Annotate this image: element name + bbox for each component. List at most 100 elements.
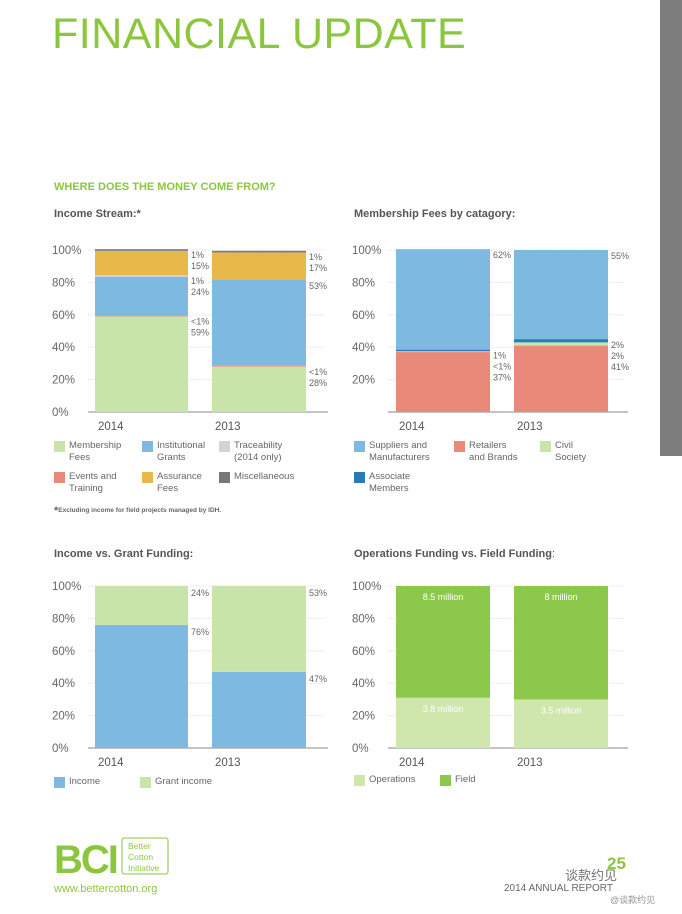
- data-label: 53%: [309, 588, 327, 598]
- legend-label: Miscellaneous: [234, 471, 295, 482]
- bar-segment: [396, 351, 490, 353]
- logo-line2: Cotton: [128, 852, 153, 862]
- bar-segment: [514, 342, 608, 346]
- website-link[interactable]: www.bettercotton.org: [54, 883, 158, 895]
- section-heading: WHERE DOES THE MONEY COME FROM?: [54, 181, 276, 193]
- legend-swatch: [54, 472, 65, 483]
- bar-segment: [514, 345, 608, 412]
- legend-swatch: [54, 777, 65, 788]
- legend-label: Associate Members: [369, 471, 411, 494]
- data-label: 8.5 million: [423, 592, 464, 602]
- operations-vs-field-legend: Operations Field: [354, 774, 644, 794]
- bar-segment: [514, 339, 608, 343]
- bar-segment: [396, 352, 490, 412]
- legend-label: Operations: [369, 774, 416, 785]
- y-tick-label: 80%: [352, 613, 375, 625]
- page-title: FINANCIAL UPDATE: [52, 10, 467, 58]
- legend-swatch: [440, 775, 451, 786]
- bar-segment: [95, 249, 188, 251]
- data-label: 53%: [309, 281, 327, 291]
- data-label: 1%: [191, 276, 204, 286]
- legend-label: Assurance Fees: [157, 471, 202, 494]
- income-vs-grant-chart: 0% 20% 40% 60% 80% 100% 76% 24% 2014 47% 53% 2013: [52, 581, 328, 769]
- data-label: 62%: [493, 250, 511, 260]
- bar-segment: [212, 252, 306, 280]
- bar-segment: [95, 316, 188, 412]
- legend-swatch: [219, 472, 230, 483]
- bar-segment: [95, 250, 188, 276]
- y-tick-label: 100%: [52, 581, 81, 593]
- legend-swatch: [354, 472, 365, 483]
- legend-label: Field: [455, 774, 476, 785]
- footnote: *Excluding income for field projects man…: [54, 505, 221, 517]
- y-tick-label: 0%: [52, 743, 69, 755]
- report-label: 2014 ANNUAL REPORT: [504, 883, 613, 894]
- y-tick-label: 20%: [52, 375, 75, 387]
- legend-swatch: [142, 472, 153, 483]
- x-tick-label: 2014: [98, 421, 124, 433]
- legend-swatch: [354, 441, 365, 452]
- data-label: 15%: [191, 261, 209, 271]
- data-label: 55%: [611, 251, 629, 261]
- y-tick-label: 60%: [52, 310, 75, 322]
- y-tick-label: 20%: [352, 711, 375, 723]
- data-label: 24%: [191, 287, 209, 297]
- y-tick-label: 0%: [352, 743, 369, 755]
- x-tick-label: 2014: [98, 757, 124, 769]
- membership-fees-chart: 20%40%60%80%100% 62%1%<1%37%201455%2%2%41…: [352, 245, 629, 433]
- x-tick-label: 2013: [215, 757, 241, 769]
- y-tick-label: 40%: [52, 342, 75, 354]
- bar-segment: [212, 671, 306, 748]
- y-tick-label: 100%: [52, 245, 81, 257]
- watermark: 谈款约见: [565, 868, 618, 883]
- bar-segment: [212, 250, 306, 253]
- data-label: 24%: [191, 588, 209, 598]
- operations-vs-field-title: Operations Funding vs. Field Funding:: [354, 548, 555, 560]
- data-label: 28%: [309, 378, 327, 388]
- bar-segment: [514, 250, 608, 340]
- watermark-small: @谈款约见: [610, 895, 656, 905]
- side-tab-bar: [660, 0, 682, 456]
- y-tick-label: 0%: [52, 407, 69, 419]
- legend-swatch: [140, 777, 151, 788]
- y-tick-label: 60%: [352, 646, 375, 658]
- data-label: 17%: [309, 263, 327, 273]
- y-tick-label: 100%: [352, 581, 381, 593]
- income-stream-title: Income Stream:*: [54, 208, 141, 220]
- legend-swatch: [454, 441, 465, 452]
- x-tick-label: 2013: [517, 757, 543, 769]
- y-tick-label: 60%: [352, 310, 375, 322]
- data-label: 1%: [309, 252, 322, 262]
- bar-segment: [95, 276, 188, 316]
- bar-segment: [95, 275, 188, 277]
- bar-segment: [514, 586, 608, 700]
- legend-swatch: [219, 441, 230, 452]
- bar-segment: [396, 586, 490, 698]
- legend-label: Retailers and Brands: [469, 440, 518, 463]
- operations-vs-field-title-suffix: :: [552, 548, 556, 560]
- bci-logo: BCI Better Cotton Initiative: [54, 837, 169, 880]
- data-label: 1%: [191, 250, 204, 260]
- y-tick-label: 20%: [52, 711, 75, 723]
- y-tick-label: 40%: [352, 678, 375, 690]
- legend-label: Civil Society: [555, 440, 587, 463]
- y-tick-label: 40%: [352, 342, 375, 354]
- y-tick-label: 20%: [352, 375, 375, 387]
- bar-segment: [396, 349, 490, 352]
- legend-swatch: [354, 775, 365, 786]
- y-tick-label: 100%: [352, 245, 381, 257]
- footnote-text: Excluding income for field projects mana…: [58, 507, 222, 514]
- data-label: 76%: [191, 627, 209, 637]
- legend-label: Grant income: [155, 776, 213, 787]
- bar-segment: [514, 699, 608, 748]
- data-label: <1%: [493, 362, 511, 372]
- membership-fees-title: Membership Fees by catagory:: [354, 208, 516, 220]
- y-tick-label: 40%: [52, 678, 75, 690]
- data-label: 2%: [611, 340, 624, 350]
- legend-swatch: [54, 441, 65, 452]
- data-label: <1%: [191, 317, 209, 327]
- income-stream-chart: 0%20%40%60%80%100% 1%15%1%24%<1%59%20141%…: [52, 245, 328, 433]
- data-label: 59%: [191, 328, 209, 338]
- data-label: <1%: [309, 367, 327, 377]
- data-label: 3.8 million: [423, 704, 464, 714]
